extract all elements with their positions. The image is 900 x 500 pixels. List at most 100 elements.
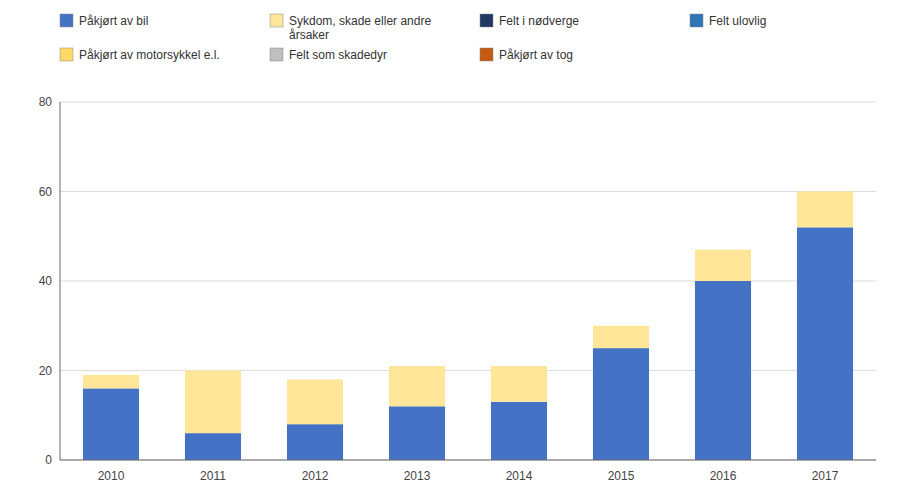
- bar-segment: [797, 191, 853, 192]
- legend-swatch: [480, 48, 493, 61]
- y-axis: 0 20 40 60 80: [39, 95, 60, 467]
- bar-segment: [185, 370, 241, 371]
- bar-series: [83, 192, 853, 434]
- legend-label: Påkjørt av tog: [499, 48, 573, 62]
- legend-label-line: Felt ulovlig: [709, 14, 766, 28]
- legend-label: Påkjørt av motorsykkel e.l.: [79, 48, 220, 62]
- y-axis-line: [60, 102, 61, 460]
- legend-label-line: Felt som skadedyr: [289, 48, 387, 62]
- x-tick-label: 2011: [200, 469, 226, 483]
- x-tick-label: 2017: [812, 469, 839, 483]
- x-tick-label: 2016: [710, 469, 737, 483]
- bar-segment: [287, 379, 343, 380]
- bar-segment: [389, 366, 445, 406]
- bar-segment: [593, 325, 649, 326]
- y-tick-label: 40: [39, 274, 53, 288]
- bar-segment: [83, 374, 139, 375]
- bar-segment: [389, 366, 445, 367]
- legend-swatch: [480, 14, 493, 27]
- bar-segment: [593, 326, 649, 348]
- bar-segment: [797, 191, 853, 192]
- legend-label-line: årsaker: [289, 28, 329, 42]
- bar-segment: [695, 281, 751, 460]
- bar-segment: [389, 366, 445, 367]
- grid-line: [60, 102, 876, 103]
- legend-label: Felt som skadedyr: [289, 48, 387, 62]
- bar-segment: [83, 375, 139, 388]
- legend-item: Felt som skadedyr: [270, 48, 387, 62]
- grid-line: [60, 191, 876, 192]
- legend-label-line: Påkjørt av tog: [499, 48, 573, 62]
- y-tick-label: 60: [39, 185, 53, 199]
- bar-segment: [797, 191, 853, 192]
- y-tick-label: 20: [39, 364, 53, 378]
- y-tick-label: 0: [45, 453, 52, 467]
- legend-label: Felt i nødverge: [499, 14, 579, 28]
- bar-segment: [83, 374, 139, 375]
- grid-line: [60, 370, 876, 371]
- grid-line: [60, 460, 876, 461]
- bar-segment: [185, 371, 241, 434]
- bar-segment: [287, 379, 343, 424]
- legend-item: Sykdom, skade eller andreårsaker: [270, 14, 431, 42]
- bar-segment: [695, 249, 751, 250]
- bar-segment: [593, 325, 649, 326]
- bar-segment: [389, 406, 445, 460]
- bars: [83, 192, 853, 461]
- legend-swatch: [270, 48, 283, 61]
- bar-segment: [491, 402, 547, 460]
- bar-segment: [695, 249, 751, 250]
- chart-container: Påkjørt av bil Sykdom, skade eller andreå…: [0, 0, 900, 500]
- legend-label-line: Sykdom, skade eller andre: [289, 14, 431, 28]
- bar-segment: [593, 348, 649, 460]
- bar-segment: [389, 366, 445, 367]
- bar-segment: [185, 433, 241, 460]
- legend-item: Felt i nødverge: [480, 14, 579, 28]
- grid-line: [60, 281, 876, 282]
- bar-segment: [287, 424, 343, 460]
- bar-segment: [83, 374, 139, 375]
- bar-segment: [185, 370, 241, 371]
- bar-segment: [185, 370, 241, 371]
- bar-segment: [389, 366, 445, 367]
- x-tick-label: 2014: [506, 469, 533, 483]
- bar-segment: [491, 366, 547, 367]
- bar-segment: [83, 388, 139, 460]
- legend-label-line: Påkjørt av bil: [79, 14, 148, 28]
- legend-item: Felt ulovlig: [690, 14, 766, 28]
- x-tick-label: 2013: [404, 469, 431, 483]
- y-tick-label: 80: [39, 95, 53, 109]
- bar-segment: [797, 191, 853, 192]
- legend-swatch: [60, 48, 73, 61]
- x-axis: 20102011201220132014201520162017: [60, 460, 876, 483]
- bar-segment: [185, 370, 241, 371]
- bar-segment: [593, 325, 649, 326]
- bar-series: [83, 227, 853, 460]
- bar-segment: [695, 250, 751, 281]
- bar-segment: [695, 249, 751, 250]
- legend-label-line: Felt i nødverge: [499, 14, 579, 28]
- chart-svg: Påkjørt av bil Sykdom, skade eller andreå…: [0, 0, 900, 500]
- bar-segment: [593, 325, 649, 326]
- legend-item: Påkjørt av motorsykkel e.l.: [60, 48, 220, 62]
- bar-segment: [185, 370, 241, 371]
- bar-segment: [593, 325, 649, 326]
- x-tick-label: 2010: [98, 469, 125, 483]
- bar-segment: [491, 366, 547, 367]
- bar-segment: [491, 366, 547, 367]
- bar-segment: [491, 366, 547, 367]
- legend-label: Påkjørt av bil: [79, 14, 148, 28]
- x-axis-line: [60, 460, 876, 461]
- legend-swatch: [60, 14, 73, 27]
- grid: [60, 102, 876, 460]
- legend-item: Påkjørt av tog: [480, 48, 573, 62]
- x-tick-label: 2015: [608, 469, 635, 483]
- bar-segment: [287, 379, 343, 380]
- legend-swatch: [270, 14, 283, 27]
- bar-segment: [83, 374, 139, 375]
- bar-segment: [287, 379, 343, 380]
- bar-segment: [797, 191, 853, 192]
- bar-segment: [83, 374, 139, 375]
- legend-label: Sykdom, skade eller andreårsaker: [289, 14, 431, 42]
- bar-segment: [287, 379, 343, 380]
